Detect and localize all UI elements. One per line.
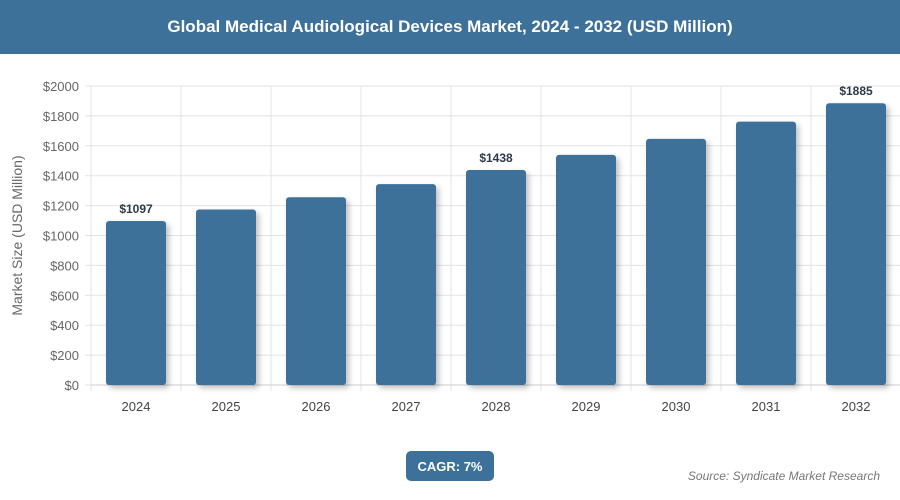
y-tick-label: $200: [50, 348, 79, 363]
x-tick-label: 2024: [122, 399, 151, 414]
bar: [646, 138, 706, 385]
bar: [286, 197, 346, 385]
y-tick-label: $2000: [43, 79, 79, 94]
data-label: $1097: [119, 202, 153, 216]
chart-title: Global Medical Audiological Devices Mark…: [0, 0, 900, 54]
y-tick-label: $1400: [43, 169, 79, 184]
x-tick-label: 2025: [212, 399, 241, 414]
bar: [106, 220, 166, 385]
x-tick-label: 2032: [842, 399, 871, 414]
data-label: $1885: [839, 84, 873, 98]
bar: [826, 103, 886, 385]
y-tick-label: $400: [50, 318, 79, 333]
x-tick-label: 2027: [392, 399, 421, 414]
data-label: $1438: [479, 151, 513, 165]
x-tick-label: 2031: [752, 399, 781, 414]
y-tick-label: $800: [50, 258, 79, 273]
y-tick-label: $1800: [43, 109, 79, 124]
x-tick-label: 2028: [482, 399, 511, 414]
source-note: Source: Syndicate Market Research: [687, 469, 880, 483]
bar: [736, 121, 796, 386]
x-tick-label: 2030: [662, 399, 691, 414]
bar: [556, 154, 616, 385]
cagr-badge: CAGR: 7%: [406, 451, 494, 481]
y-tick-label: $1600: [43, 139, 79, 154]
y-tick-label: $0: [65, 378, 79, 393]
bar: [196, 209, 256, 385]
y-tick-label: $1200: [43, 199, 79, 214]
bar-chart: $0 $200 $400 $600 $800 $1000 $1200 $1400 $1600 $1…: [9, 79, 900, 414]
y-tick-label: $600: [50, 288, 79, 303]
bar: [466, 170, 526, 385]
y-tick-label: $1000: [43, 229, 79, 244]
x-tick-label: 2029: [572, 399, 601, 414]
bar: [376, 184, 436, 385]
x-tick-label: 2026: [302, 399, 331, 414]
y-axis-title: Market Size (USD Million): [9, 155, 25, 315]
